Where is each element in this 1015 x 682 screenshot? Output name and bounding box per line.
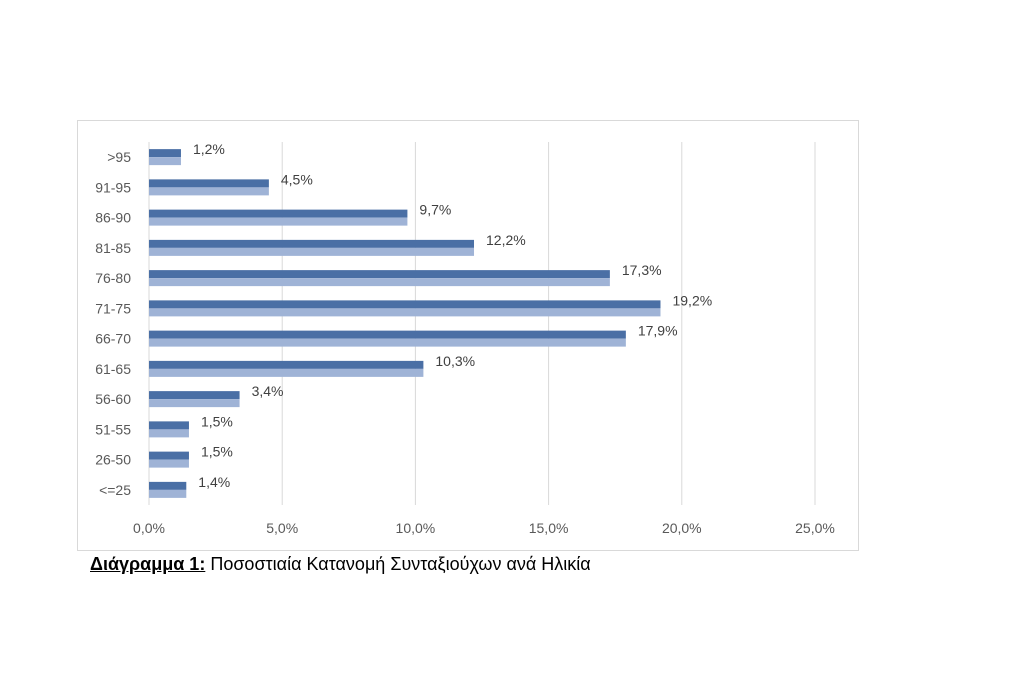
y-category-label: 56-60 [95,391,131,407]
data-label: 1,5% [201,444,233,460]
x-axis-labels: 0,0% 5,0% 10,0% 15,0% 20,0% 25,0% [133,520,835,536]
bar-1 [149,179,269,188]
data-label: 12,2% [486,232,526,248]
y-category-label: 26-50 [95,452,131,468]
x-tick-label: 5,0% [266,520,298,536]
y-category-label: 76-80 [95,270,131,286]
bar-shade-9 [149,429,189,438]
bar-shade-3 [149,247,475,256]
y-category-label: 91-95 [95,179,131,195]
bar-shade-2 [149,217,408,226]
bar-shade-1 [149,187,269,196]
bar-shade-4 [149,278,610,287]
bar-shade-5 [149,308,661,317]
y-category-label: 86-90 [95,210,131,226]
bars [149,149,661,498]
data-label: 3,4% [252,383,284,399]
bar-2 [149,209,408,218]
y-category-label: 71-75 [95,300,131,316]
bar-3 [149,239,475,248]
data-label: 1,5% [201,413,233,429]
bar-shade-6 [149,338,626,347]
x-tick-label: 15,0% [529,520,569,536]
y-category-label: >95 [107,149,131,165]
figure-caption: Διάγραμμα 1: Ποσοστιαία Κατανομή Συνταξι… [90,554,591,575]
y-category-label: <=25 [99,482,131,498]
x-tick-label: 25,0% [795,520,835,536]
bar-4 [149,270,610,279]
data-label: 1,2% [193,141,225,157]
gridlines [148,142,816,505]
bar-7 [149,360,424,369]
data-label: 4,5% [281,171,313,187]
bar-11 [149,481,187,490]
bar-10 [149,451,189,460]
y-category-label: 66-70 [95,331,131,347]
data-label: 17,9% [638,323,678,339]
bar-shade-10 [149,459,189,468]
data-label: 19,2% [672,292,712,308]
bar-6 [149,330,626,339]
y-category-label: 81-85 [95,240,131,256]
data-labels: 1,2% 4,5% 9,7% 12,2% 17,3% 19,2% 17,9% 10,3% 3,4… [193,141,712,490]
x-tick-label: 0,0% [133,520,165,536]
data-label: 17,3% [622,262,662,278]
x-tick-label: 10,0% [396,520,436,536]
data-label: 10,3% [435,353,475,369]
data-label: 9,7% [419,202,451,218]
bar-9 [149,421,189,430]
y-category-label: 51-55 [95,421,131,437]
data-label: 1,4% [198,474,230,490]
bar-shade-0 [149,157,181,166]
caption-text: Ποσοστιαία Κατανομή Συνταξιούχων ανά Ηλι… [205,554,591,574]
x-tick-label: 20,0% [662,520,702,536]
bar-shade-7 [149,368,424,377]
caption-label: Διάγραμμα 1: [90,554,206,574]
bar-5 [149,300,661,309]
bar-shade-11 [149,489,187,498]
bar-8 [149,391,240,400]
bar-0 [149,149,181,158]
bar-shade-8 [149,399,240,408]
y-category-label: 61-65 [95,361,131,377]
y-axis-labels: >95 91-95 86-90 81-85 76-80 71-75 66-70 61-65 56… [95,149,131,498]
